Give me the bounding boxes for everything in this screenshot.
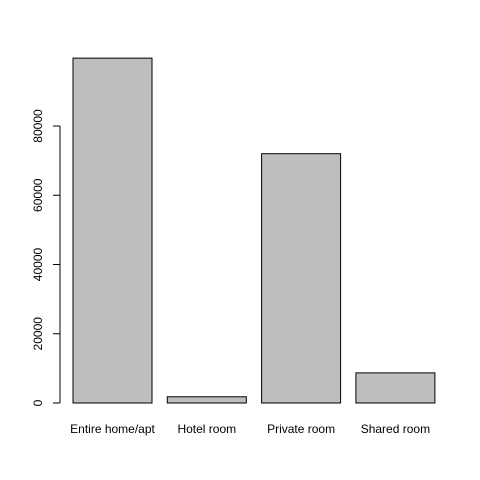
- x-axis-labels: Entire home/apt Hotel room Private room Sha…: [70, 422, 430, 436]
- y-tick-label: 40000: [31, 247, 45, 281]
- bar: [72, 57, 153, 404]
- bar: [261, 153, 342, 404]
- bars: [72, 57, 436, 404]
- y-axis: 0 20000 40000 60000 80000: [31, 109, 61, 406]
- y-tick-label: 20000: [31, 317, 45, 351]
- x-tick-label: Shared room: [361, 422, 430, 436]
- y-tick-label: 80000: [31, 109, 45, 143]
- bar: [355, 372, 436, 404]
- y-tick-label: 60000: [31, 178, 45, 212]
- y-tick-label: 0: [31, 399, 45, 406]
- bar: [166, 396, 247, 404]
- x-tick-label: Entire home/apt: [70, 422, 155, 436]
- x-tick-label: Hotel room: [177, 422, 236, 436]
- x-tick-label: Private room: [267, 422, 335, 436]
